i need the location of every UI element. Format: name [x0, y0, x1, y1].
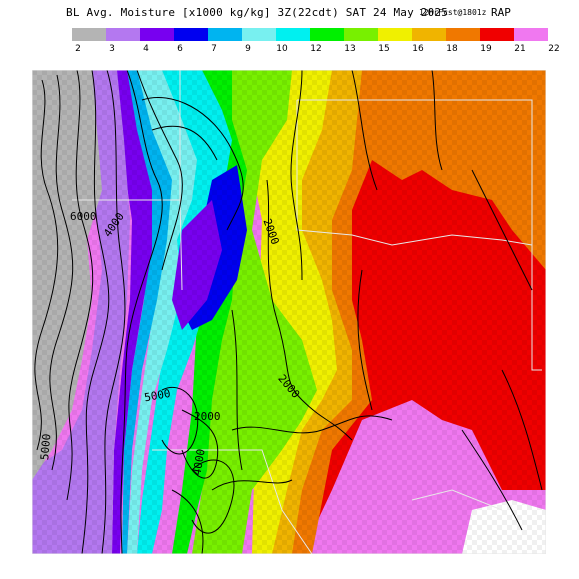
- legend-label: 18: [446, 44, 458, 54]
- legend-label: 6: [177, 44, 183, 54]
- legend-swatch: [276, 28, 310, 41]
- legend-swatch: [344, 28, 378, 41]
- legend-swatch: [174, 28, 208, 41]
- legend-swatch: [480, 28, 514, 41]
- contour-label: 6000: [70, 210, 97, 223]
- legend-label: 19: [480, 44, 492, 54]
- legend-swatch: [72, 28, 106, 41]
- moisture-map: 6000 4000 2000 2000 5000 2000 4000 5000: [32, 70, 546, 554]
- terrain-contours: [34, 70, 543, 554]
- legend-label: 21: [514, 44, 526, 54]
- legend-label: 4: [143, 44, 149, 54]
- legend-label: 16: [412, 44, 424, 54]
- legend-label: 3: [109, 44, 115, 54]
- color-legend: 2 3 4 6 7 9 10 12 13 15 16 18 19 21 22: [0, 28, 579, 60]
- map-title: BL Avg. Moisture [x1000 kg/kg] 3Z(22cdt)…: [66, 6, 449, 19]
- legend-swatch: [378, 28, 412, 41]
- legend-swatch: [106, 28, 140, 41]
- legend-swatch: [310, 28, 344, 41]
- legend-swatch: [208, 28, 242, 41]
- contour-label: 5000: [38, 433, 53, 461]
- model-name: RAP: [491, 6, 511, 19]
- legend-label: 9: [245, 44, 251, 54]
- map-title-bar: BL Avg. Moisture [x1000 kg/kg] 3Z(22cdt)…: [0, 6, 579, 24]
- legend-label: 15: [378, 44, 390, 54]
- legend-swatch: [412, 28, 446, 41]
- legend-swatch: [242, 28, 276, 41]
- legend-label: 13: [344, 44, 356, 54]
- legend-label: 7: [211, 44, 217, 54]
- contour-label: 2000: [194, 410, 221, 423]
- legend-label: 12: [310, 44, 322, 54]
- legend-swatch: [514, 28, 548, 41]
- legend-swatch: [140, 28, 174, 41]
- contour-label: 4000: [190, 448, 207, 476]
- legend-label: 22: [548, 44, 560, 54]
- contour-label: 5000: [143, 387, 171, 404]
- legend-label: 10: [276, 44, 288, 54]
- legend-label: 2: [75, 44, 81, 54]
- forecast-run-label: 12hrFcst@1801z: [419, 8, 487, 17]
- legend-swatch: [446, 28, 480, 41]
